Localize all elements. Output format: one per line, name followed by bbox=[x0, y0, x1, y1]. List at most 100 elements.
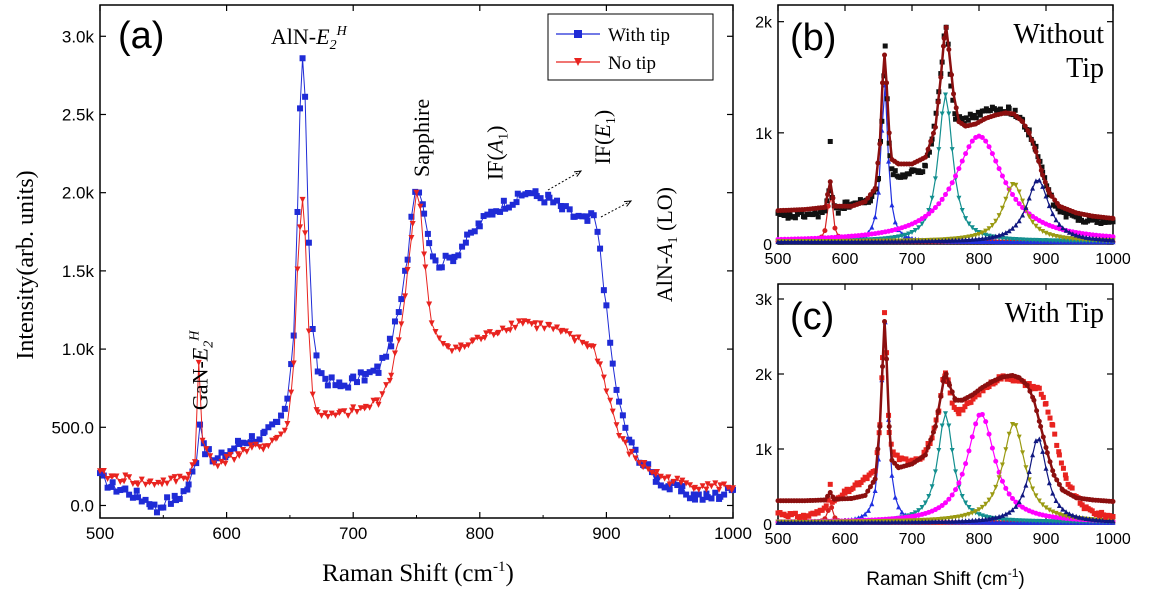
component-point bbox=[1013, 182, 1019, 188]
component-point bbox=[822, 519, 828, 525]
component-point bbox=[956, 480, 962, 486]
component-point bbox=[1033, 237, 1039, 243]
data-point bbox=[537, 195, 544, 202]
annotation-sub: 1 bbox=[497, 133, 512, 140]
component-point bbox=[912, 519, 918, 525]
component-point bbox=[899, 238, 905, 244]
data-point bbox=[416, 189, 423, 196]
component-point bbox=[1073, 232, 1079, 238]
component-point bbox=[842, 519, 848, 525]
data-point bbox=[490, 332, 497, 339]
annotation-aln-e2h: AlN-E2H bbox=[271, 24, 348, 53]
x-tick-label: 700 bbox=[899, 251, 926, 268]
fit-point bbox=[1046, 190, 1052, 196]
component-point bbox=[1053, 217, 1059, 223]
fit-point bbox=[1033, 149, 1039, 155]
component-point bbox=[922, 519, 928, 525]
data-point bbox=[375, 369, 382, 376]
component-point bbox=[785, 239, 791, 245]
component-point bbox=[949, 180, 955, 186]
data-point bbox=[819, 210, 825, 216]
data-point bbox=[374, 363, 381, 370]
component-point bbox=[979, 519, 985, 525]
data-point bbox=[366, 369, 373, 376]
component-line bbox=[777, 84, 1114, 243]
panel-a-axes: 500 600 700 800 900 1000 0.0 500.0 1.0k 1.5k 2.0k 2… bbox=[51, 4, 752, 543]
data-point bbox=[408, 213, 415, 220]
component-point bbox=[1030, 185, 1036, 191]
component-point bbox=[986, 239, 992, 245]
fit-point bbox=[1034, 408, 1040, 414]
fit-point bbox=[940, 379, 946, 384]
component-point bbox=[929, 208, 935, 214]
series-with-tip bbox=[97, 55, 736, 516]
data-point bbox=[474, 334, 481, 341]
component-point bbox=[973, 227, 979, 233]
data-point bbox=[160, 504, 167, 511]
component-point bbox=[1016, 218, 1022, 224]
component-point bbox=[999, 205, 1005, 211]
component-point bbox=[1077, 514, 1082, 520]
data-point bbox=[505, 204, 512, 211]
data-point bbox=[928, 141, 934, 147]
component-point bbox=[943, 518, 948, 524]
component-point bbox=[1010, 192, 1015, 198]
data-point bbox=[324, 382, 331, 389]
data-point bbox=[223, 453, 230, 460]
component-point bbox=[969, 225, 975, 231]
x-tick-label: 600 bbox=[212, 524, 240, 543]
data-point bbox=[207, 453, 214, 460]
component-line bbox=[777, 94, 1114, 242]
component-point bbox=[1010, 517, 1015, 523]
data-point bbox=[657, 482, 664, 489]
fit-point bbox=[949, 72, 955, 78]
data-point bbox=[603, 388, 610, 395]
fit-point bbox=[872, 476, 878, 482]
component-point bbox=[859, 238, 865, 244]
data-point bbox=[184, 476, 191, 483]
component-point bbox=[956, 518, 962, 524]
data-point bbox=[889, 166, 895, 172]
data-point bbox=[986, 384, 992, 390]
data-point bbox=[1098, 220, 1104, 226]
data-point bbox=[665, 474, 672, 481]
component-point bbox=[882, 238, 888, 244]
component-point bbox=[805, 519, 811, 525]
panel-label-b: (b) bbox=[790, 17, 836, 59]
component-point bbox=[886, 158, 892, 164]
data-point bbox=[583, 213, 590, 220]
component-point bbox=[812, 519, 818, 525]
data-point bbox=[324, 413, 331, 420]
data-point bbox=[138, 498, 145, 505]
data-point bbox=[337, 408, 344, 415]
data-point bbox=[546, 322, 553, 329]
component-point bbox=[782, 519, 788, 525]
data-point bbox=[554, 197, 561, 204]
component-point bbox=[865, 238, 871, 244]
component-point bbox=[979, 411, 985, 417]
component-point bbox=[892, 238, 898, 244]
annotation-sub: 1 bbox=[666, 236, 681, 243]
component-point bbox=[889, 519, 895, 525]
component-point bbox=[876, 238, 881, 244]
data-point bbox=[261, 443, 268, 450]
data-point bbox=[590, 212, 597, 219]
fit-point bbox=[1036, 158, 1042, 164]
data-point bbox=[508, 320, 515, 327]
component-point bbox=[819, 519, 825, 525]
component-point bbox=[912, 227, 918, 233]
component-point bbox=[872, 238, 878, 244]
component-point bbox=[869, 519, 875, 525]
component-point bbox=[956, 195, 962, 201]
component-point bbox=[1013, 499, 1019, 505]
data-point bbox=[648, 469, 655, 476]
dotted-arrow bbox=[600, 200, 632, 218]
component-point bbox=[973, 509, 979, 515]
component-point bbox=[956, 237, 962, 243]
component-point bbox=[879, 238, 885, 244]
component-point bbox=[896, 234, 902, 240]
component-point bbox=[886, 238, 892, 244]
component-point bbox=[999, 173, 1005, 179]
data-point bbox=[1050, 422, 1056, 428]
fit-point bbox=[1052, 197, 1058, 203]
